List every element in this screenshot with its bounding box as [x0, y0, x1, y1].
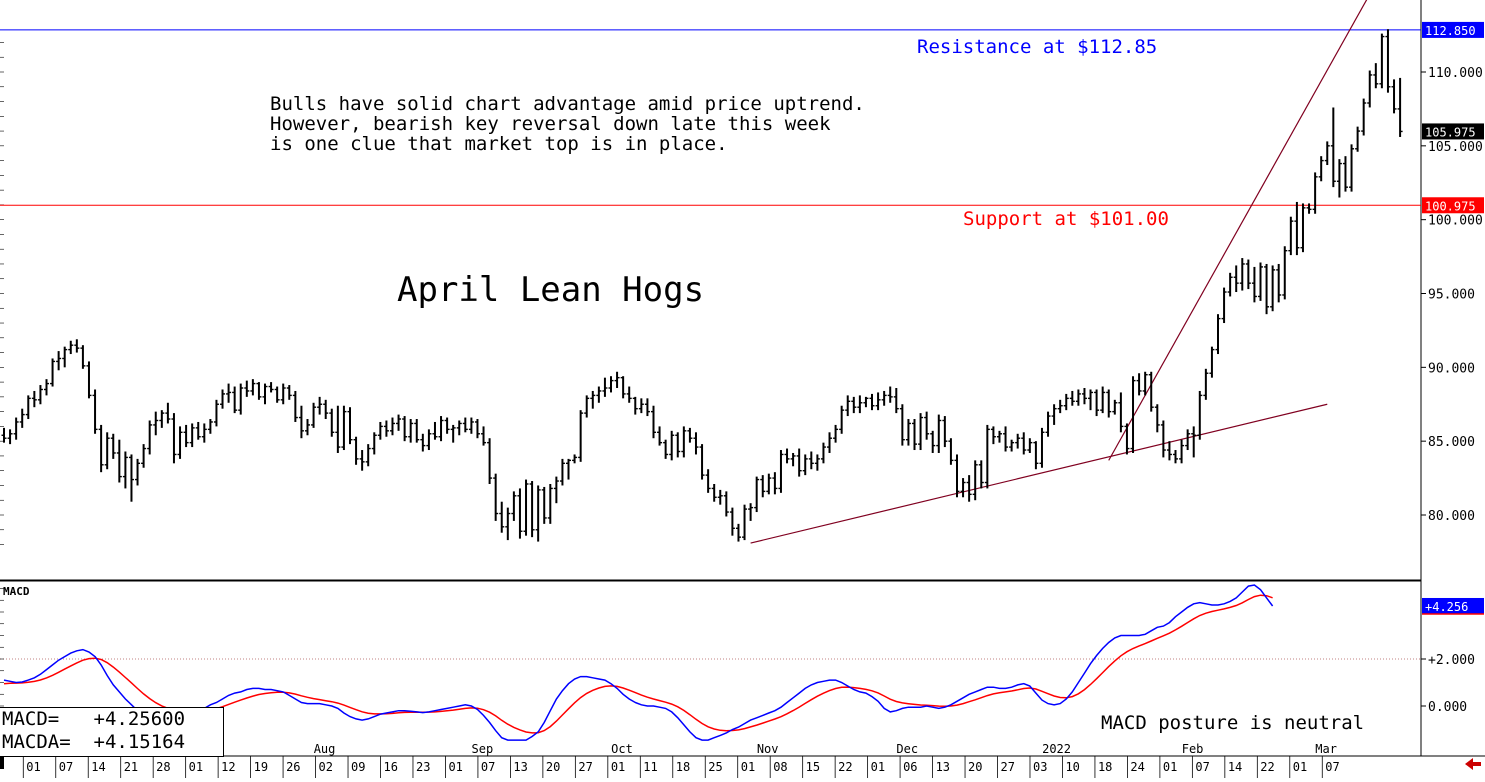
date-tick-label: 14 — [91, 760, 105, 774]
date-tick-label: 18 — [676, 760, 690, 774]
macd-current-tag-text: +4.256 — [1425, 600, 1468, 614]
date-tick-label: 08 — [773, 760, 787, 774]
resistance-label: Resistance at $112.85 — [917, 36, 1158, 58]
date-tick-label: 19 — [254, 760, 268, 774]
date-tick-label: 07 — [481, 760, 495, 774]
macda-readout-row: MACDA= +4.15164 — [2, 731, 223, 754]
trendline-1 — [750, 403, 1328, 544]
macda-readout-value: +4.15164 — [93, 731, 186, 753]
price-axis-tick-label: 110.000 — [1428, 66, 1483, 81]
last-price-tag-text: 105.975 — [1425, 125, 1476, 139]
date-tick-label: 14 — [1228, 760, 1242, 774]
month-label: 2022 — [1042, 742, 1071, 756]
price-axis-tick-label: 80.000 — [1428, 509, 1475, 524]
date-tick-label: 20 — [968, 760, 982, 774]
date-tick-label: 01 — [1293, 760, 1307, 774]
date-tick-label: 02 — [319, 760, 333, 774]
date-tick-label: 07 — [59, 760, 73, 774]
month-label: Mar — [1315, 742, 1337, 756]
macd-line — [3, 584, 1274, 741]
macda-readout-label: MACDA= — [2, 731, 71, 753]
resistance-price-tag-text: 112.850 — [1425, 24, 1476, 38]
price-axis-tick-label: 90.000 — [1428, 361, 1475, 376]
price-axis-tick-label: 95.000 — [1428, 288, 1475, 303]
month-label: Feb — [1182, 742, 1204, 756]
month-label: Sep — [472, 742, 494, 756]
support-price-tag-text: 100.975 — [1425, 199, 1476, 213]
date-tick-label: 22 — [1260, 760, 1274, 774]
macd-panel-title: MACD — [3, 585, 30, 598]
date-tick-label: 01 — [448, 760, 462, 774]
macd-axis-tick-label: +2.000 — [1428, 653, 1475, 668]
date-tick-label: 07 — [1325, 760, 1339, 774]
month-label: Oct — [611, 742, 633, 756]
date-tick-label: 11 — [643, 760, 657, 774]
price-axis-tick-label: 85.000 — [1428, 435, 1475, 450]
macd-readout-box: MACD= +4.25600 MACDA= +4.15164 — [0, 707, 224, 757]
scroll-start-marker — [0, 757, 4, 769]
trendline-2 — [1108, 0, 1368, 461]
price-axis-tick-label: 105.000 — [1428, 140, 1483, 155]
resistance-price-tag — [1422, 21, 1484, 38]
date-tick-label: 22 — [838, 760, 852, 774]
date-tick-label: 27 — [1001, 760, 1015, 774]
last-price-tag — [1422, 123, 1484, 140]
date-tick-label: 03 — [1033, 760, 1047, 774]
date-tick-label: 28 — [156, 760, 170, 774]
date-tick-label: 12 — [221, 760, 235, 774]
date-tick-label: 21 — [124, 760, 138, 774]
macd-posture-note: MACD posture is neutral — [1101, 712, 1365, 734]
date-tick-label: 25 — [708, 760, 722, 774]
date-tick-label: 26 — [286, 760, 300, 774]
date-tick-label: 23 — [416, 760, 430, 774]
date-tick-label: 13 — [513, 760, 527, 774]
macd-axis-tick-label: 0.000 — [1428, 700, 1467, 715]
macd-readout-row: MACD= +4.25600 — [2, 708, 223, 731]
date-tick-label: 20 — [546, 760, 560, 774]
chart-title: April Lean Hogs — [397, 270, 705, 310]
date-tick-label: 24 — [1130, 760, 1144, 774]
scroll-left-arrow-icon — [1465, 758, 1481, 770]
date-tick-label: 15 — [806, 760, 820, 774]
date-tick-label: 01 — [26, 760, 40, 774]
date-tick-label: 13 — [936, 760, 950, 774]
month-label: Nov — [757, 742, 779, 756]
date-tick-label: 01 — [189, 760, 203, 774]
date-tick-label: 18 — [1098, 760, 1112, 774]
date-tick-label: 01 — [1163, 760, 1177, 774]
date-tick-label: 27 — [578, 760, 592, 774]
support-price-tag — [1422, 197, 1484, 214]
support-label: Support at $101.00 — [963, 208, 1169, 230]
month-label: Aug — [314, 742, 336, 756]
price-axis-tick-label: 100.000 — [1428, 214, 1483, 229]
date-tick-label: 09 — [351, 760, 365, 774]
macd-readout-label: MACD= — [2, 708, 60, 730]
macd-current-tag — [1422, 597, 1484, 614]
chart-annotation: Bulls have solid chart advantage amid pr… — [270, 93, 865, 155]
macd-readout-value: +4.25600 — [93, 708, 186, 730]
date-tick-label: 10 — [1065, 760, 1079, 774]
date-tick-label: 16 — [383, 760, 397, 774]
date-tick-label: 06 — [903, 760, 917, 774]
date-tick-label: 01 — [611, 760, 625, 774]
month-label: Dec — [896, 742, 918, 756]
date-tick-label: 07 — [1195, 760, 1209, 774]
date-tick-label: 01 — [741, 760, 755, 774]
date-tick-label: 01 — [871, 760, 885, 774]
